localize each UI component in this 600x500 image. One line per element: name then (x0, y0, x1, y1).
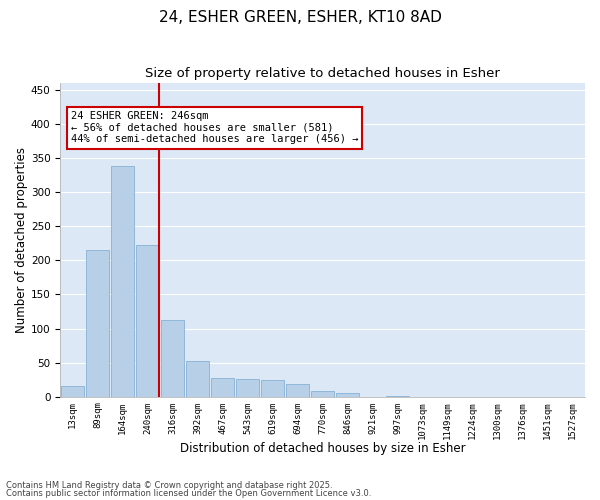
X-axis label: Distribution of detached houses by size in Esher: Distribution of detached houses by size … (180, 442, 466, 455)
Bar (211, 378, 234, 396)
Title: Size of property relative to detached houses in Esher: Size of property relative to detached ho… (145, 68, 500, 80)
Bar (286, 384, 309, 396)
Bar (86, 250, 109, 396)
Text: Contains HM Land Registry data © Crown copyright and database right 2025.: Contains HM Land Registry data © Crown c… (6, 481, 332, 490)
Y-axis label: Number of detached properties: Number of detached properties (15, 147, 28, 333)
Bar (112, 166, 134, 396)
Bar (236, 379, 259, 396)
Text: Contains public sector information licensed under the Open Government Licence v3: Contains public sector information licen… (6, 488, 371, 498)
Bar (161, 320, 184, 396)
Bar (187, 360, 209, 396)
Bar (337, 394, 359, 396)
Bar (61, 386, 84, 396)
Bar (311, 392, 334, 396)
Bar (136, 246, 159, 396)
Text: 24, ESHER GREEN, ESHER, KT10 8AD: 24, ESHER GREEN, ESHER, KT10 8AD (158, 10, 442, 25)
Text: 24 ESHER GREEN: 246sqm
← 56% of detached houses are smaller (581)
44% of semi-de: 24 ESHER GREEN: 246sqm ← 56% of detached… (71, 112, 358, 144)
Bar (262, 380, 284, 396)
